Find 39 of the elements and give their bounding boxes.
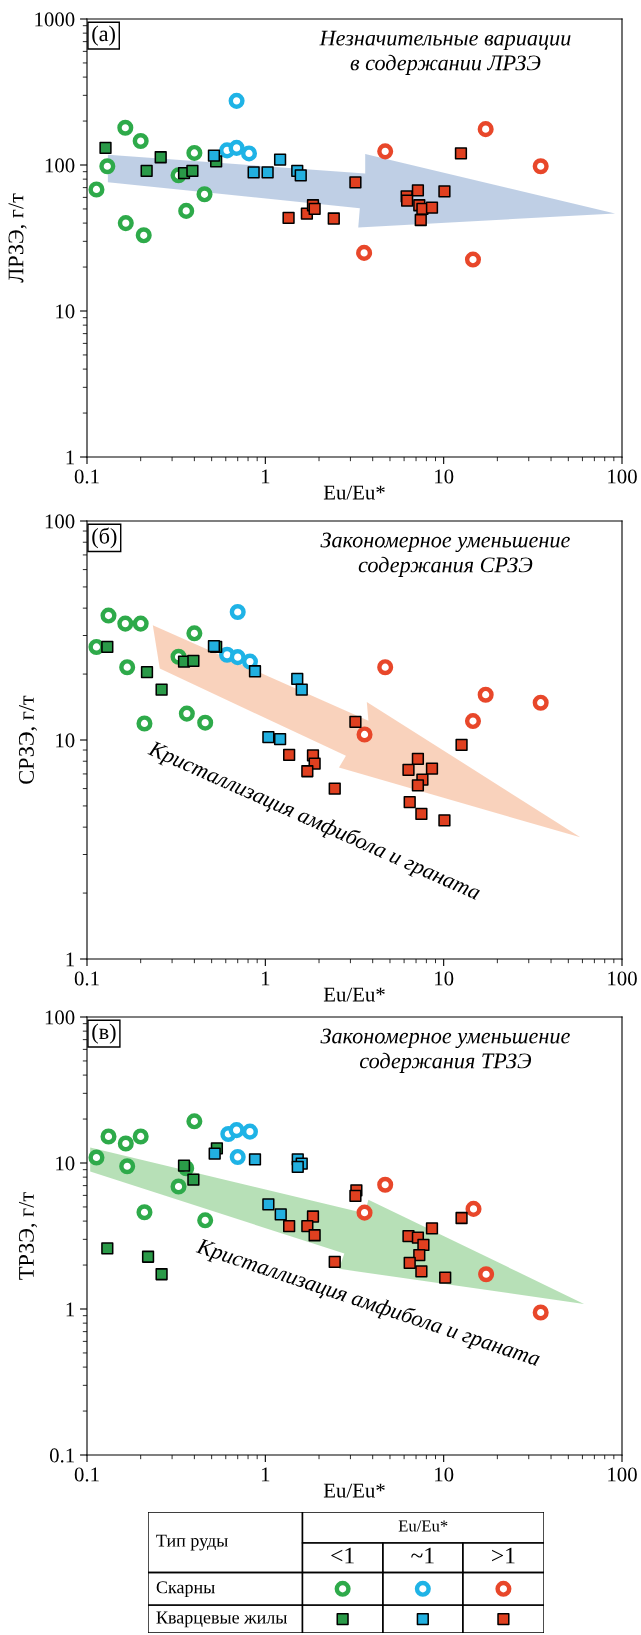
text: <1: [331, 1547, 354, 1564]
x-tick-label: 10: [435, 1467, 454, 1482]
x-tick-label: 10: [435, 469, 454, 484]
x-axis-title: Eu/Eu*: [323, 1483, 385, 1498]
x-tick-label: 10: [435, 971, 454, 986]
annotation: Закономерное уменьшение содержания ТРЗЭ: [320, 1028, 570, 1073]
x-axis-title: Eu/Eu*: [323, 987, 385, 1002]
text: Скарны: [156, 1581, 215, 1598]
text: Eu/Eu*: [398, 1520, 448, 1532]
x-tick-label: 1: [261, 971, 270, 986]
y-axis-title: ЛРЗЭ, г/т: [8, 193, 27, 283]
text: ~1: [411, 1547, 434, 1564]
text: >1: [492, 1547, 515, 1564]
annotation: Незначительные вариации в содержании ЛРЗЭ: [319, 30, 571, 75]
x-tick-label: 100: [608, 1467, 637, 1482]
y-axis-title: СРЗЭ, г/т: [18, 695, 38, 784]
x-tick-label: 1: [261, 469, 270, 484]
text: Тип руды: [156, 1534, 228, 1551]
y-axis-title: ТРЗЭ, г/т: [18, 1192, 38, 1280]
y-tick-label: 1000: [35, 12, 75, 27]
y-tick-label: 100: [45, 514, 75, 529]
y-tick-label: 1: [66, 952, 74, 967]
text: Кварцевые жилы: [156, 1611, 287, 1628]
annotation: (б): [92, 527, 117, 549]
y-tick-label: 100: [45, 158, 75, 173]
y-tick-label: 1: [66, 450, 74, 465]
annotation: (а): [92, 25, 115, 46]
y-tick-label: 0.1: [49, 1448, 74, 1463]
y-tick-label: 100: [45, 1010, 75, 1025]
y-tick-label: 10: [56, 733, 75, 748]
annotation: Закономерное уменьшение содержания СРЗЭ: [320, 532, 570, 577]
y-tick-label: 10: [56, 1156, 75, 1171]
x-axis-title: Eu/Eu*: [323, 485, 385, 500]
y-tick-label: 1: [66, 1302, 74, 1317]
x-tick-label: 100: [608, 971, 637, 986]
annotation: (в): [92, 1023, 116, 1044]
x-tick-label: 1: [261, 1467, 270, 1482]
y-tick-label: 10: [56, 304, 75, 319]
x-tick-label: 100: [608, 469, 637, 484]
